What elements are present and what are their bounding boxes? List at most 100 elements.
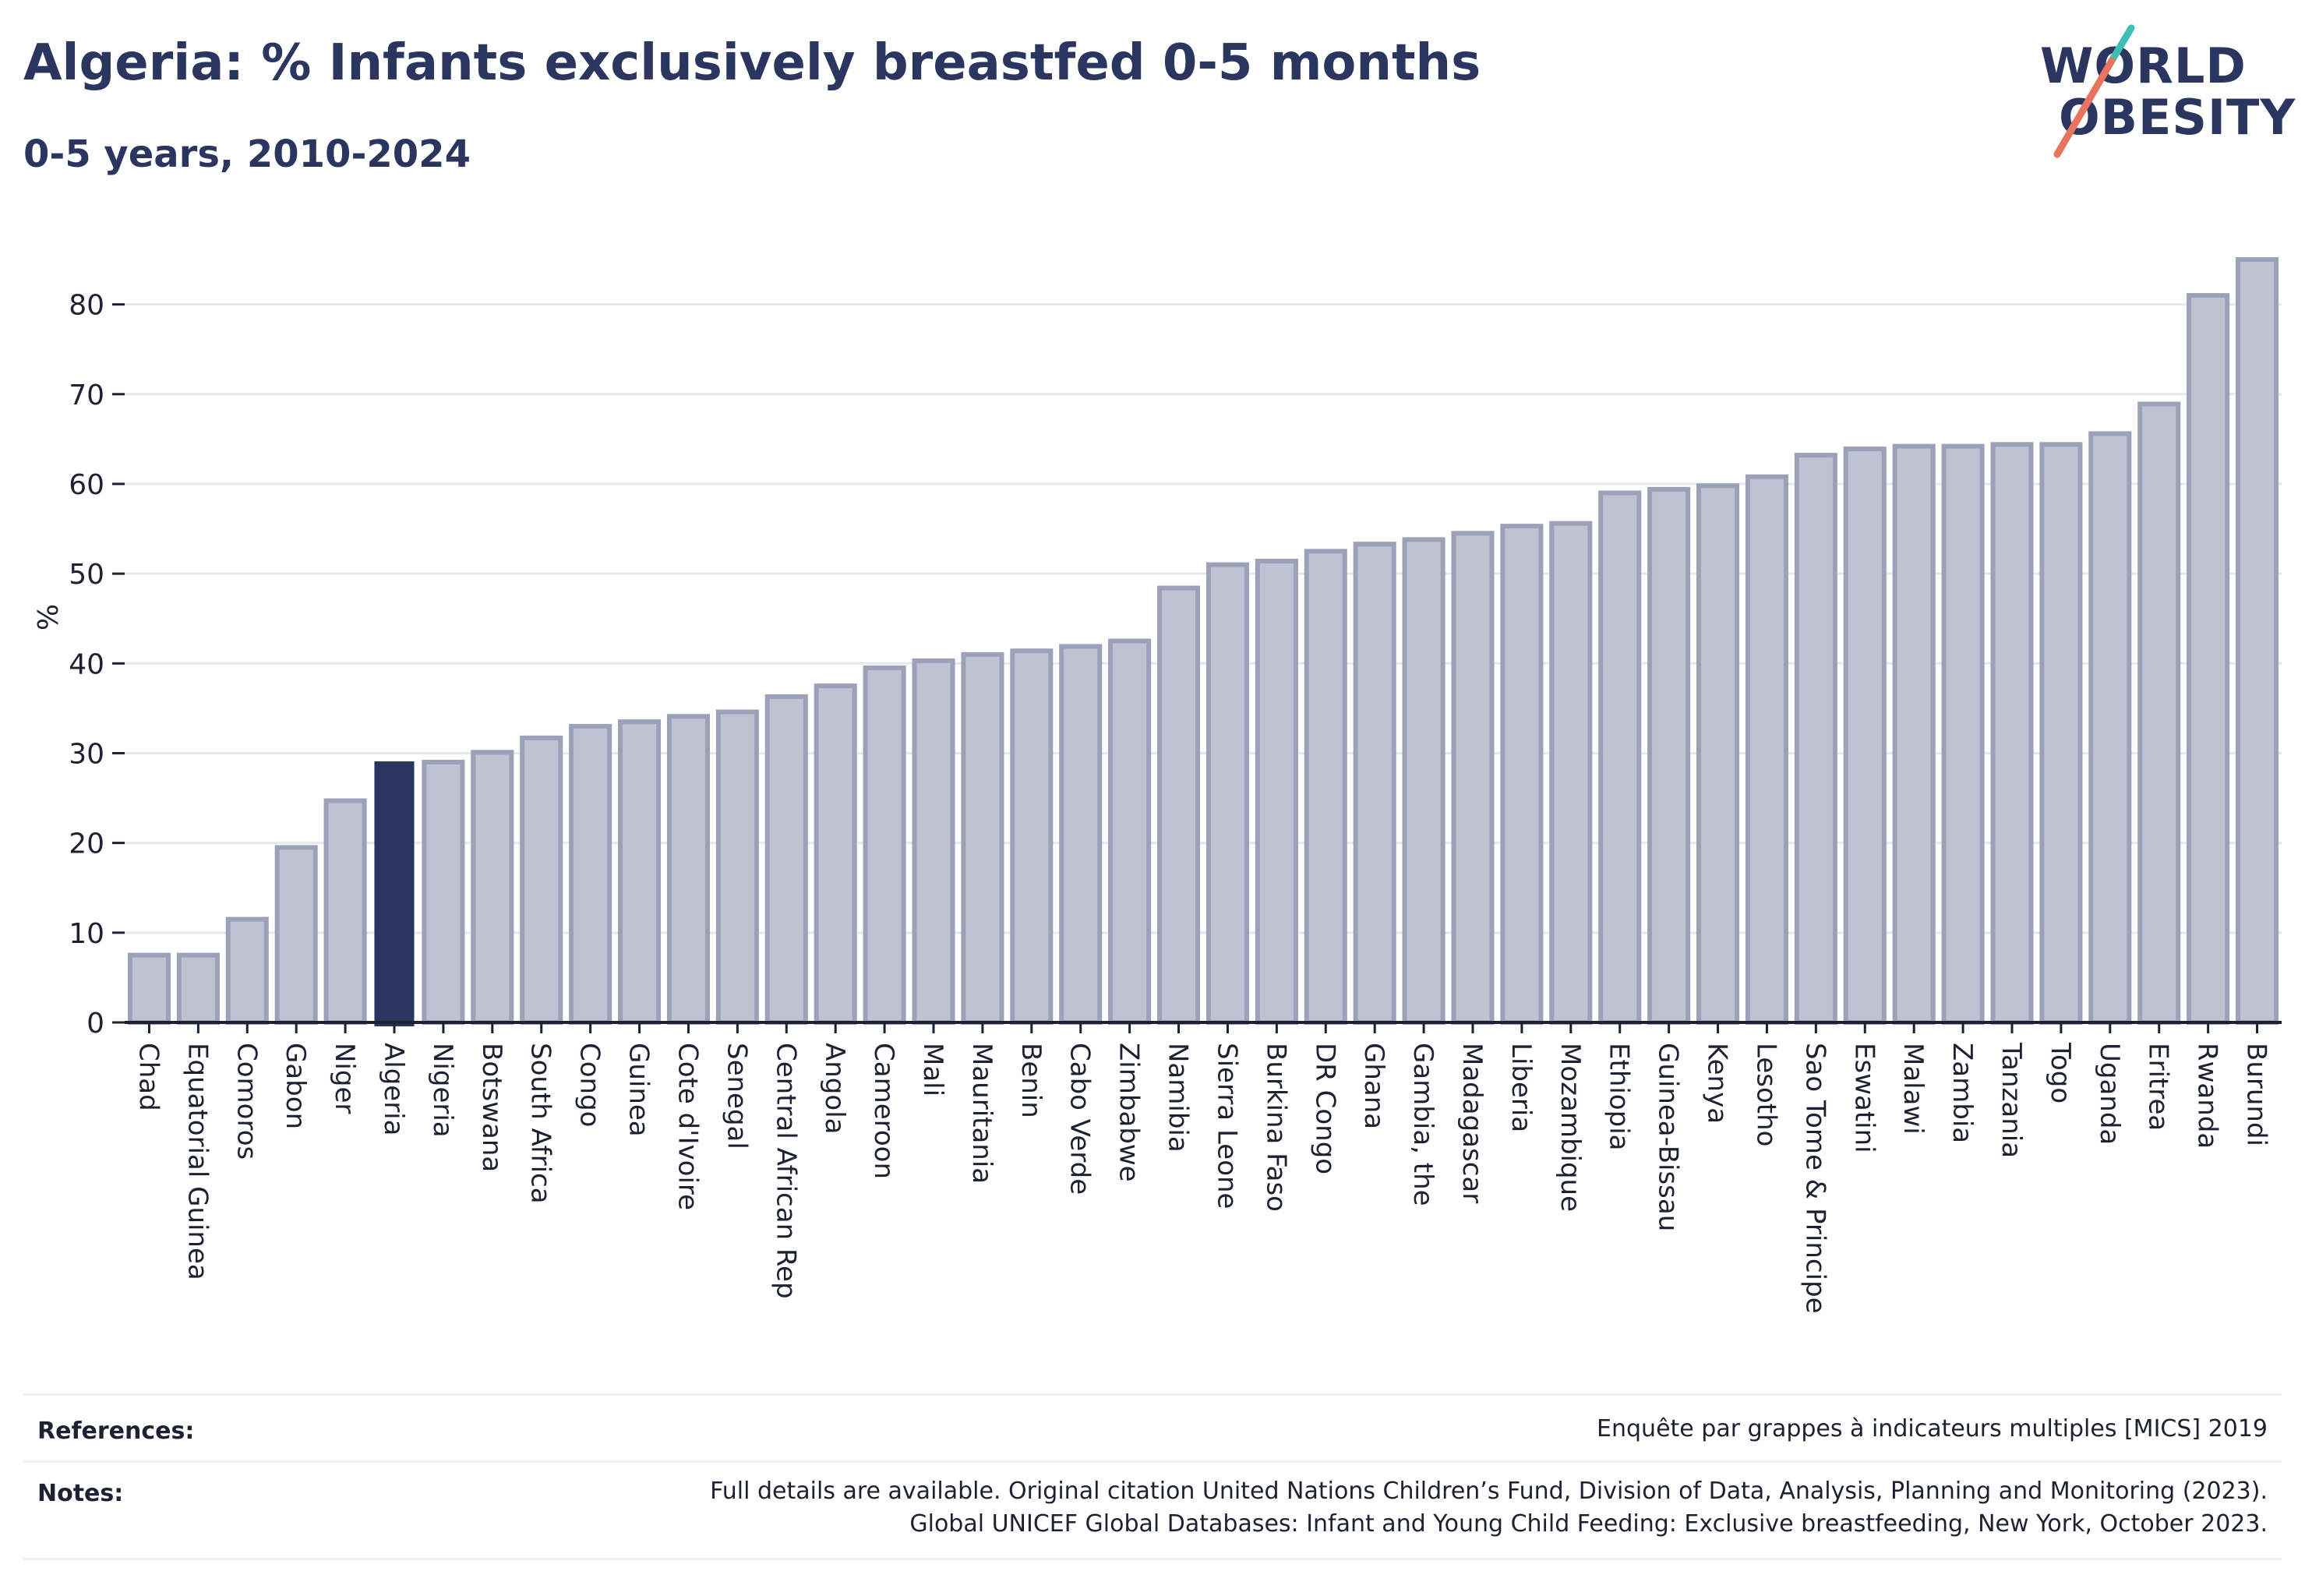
x-tick-label: Burundi [2241,1043,2272,1146]
bar [666,714,710,1026]
bar-chart: 0 10 20 30 40 50 60 70 80 Chad Equatorial Guinea Co… [33,257,2282,1314]
x-tick-label: Madagascar [1456,1043,1488,1203]
x-tick-label: Liberia [1505,1043,1537,1132]
bar [1990,442,2034,1025]
bar [2039,442,2083,1025]
x-tick-label: Uganda [2094,1043,2125,1145]
x-tick-label: Namibia [1163,1043,1194,1153]
x-tick-label: Mali [917,1043,948,1096]
chart-subtitle: 0-5 years, 2010-2024 [23,132,471,176]
bar [1941,443,1985,1025]
x-tick-label: Cote d'Ivoire [672,1043,703,1210]
x-tick-label: Sao Tome & Principe [1799,1043,1830,1314]
x-tick-label: South Africa [525,1043,556,1204]
y-tick-label: 0 [86,1008,104,1040]
bar [2137,401,2181,1025]
bar [176,952,220,1026]
bar [1353,542,1396,1025]
chart-title: Algeria: % Infants exclusively breastfed… [23,34,1481,92]
y-tick-label: 50 [69,559,104,591]
x-tick-label: Algeria [378,1043,409,1135]
bar [2088,431,2132,1025]
bar [1745,474,1788,1025]
notes-row: Notes: Full details are available. Origi… [23,1460,2282,1560]
bar [471,750,514,1026]
bar [1549,521,1593,1025]
x-tick-label: Angola [819,1043,850,1134]
x-tick-label: Gambia, the [1407,1043,1438,1206]
x-tick-label: Chad [132,1043,164,1111]
x-tick-label: Eritrea [2143,1043,2174,1131]
bar [1598,490,1642,1025]
world-obesity-logo: WORLD OBESITY [2034,23,2295,171]
y-tick-label: 80 [69,290,104,322]
bar [715,709,759,1025]
bar [1696,483,1740,1025]
axes: 0 10 20 30 40 50 60 70 80 Chad Equatorial Guinea Co… [69,290,2282,1314]
bar [764,694,808,1025]
bar [1205,562,1249,1025]
references-label: References: [37,1418,195,1445]
x-tick-label: Cameroon [868,1043,899,1179]
x-tick-label: Burkina Faso [1260,1043,1291,1212]
bar [274,845,318,1026]
bar [1451,531,1495,1025]
x-tick-label: Mauritania [966,1043,997,1184]
bar [2236,257,2279,1025]
x-tick-label: Central African Rep [770,1043,801,1299]
bar [1794,453,1837,1025]
bar [863,666,906,1025]
y-tick-label: 10 [69,918,104,950]
x-tick-label: Togo [2045,1042,2076,1103]
x-tick-label: Zambia [1947,1043,1978,1143]
bar [1255,559,1298,1025]
x-tick-label: Nigeria [427,1043,458,1138]
bar [1157,585,1201,1025]
x-tick-label: Ethiopia [1604,1043,1635,1150]
x-tick-label: Gabon [280,1043,311,1129]
y-tick-label: 40 [69,648,104,680]
x-tick-label: Tanzania [1996,1042,2027,1158]
x-tick-label: Cabo Verde [1064,1043,1096,1195]
bar [814,683,857,1025]
references-row: References: Enquête par grappes à indica… [23,1393,2282,1463]
bar [2187,293,2230,1025]
x-tick-label: Comoros [231,1043,262,1160]
logo-slash-icon [2053,24,2135,158]
x-tick-label: Lesotho [1750,1043,1781,1146]
y-tick-label: 30 [69,738,104,770]
x-tick-label: Equatorial Guinea [182,1043,213,1280]
bar [1892,443,1936,1025]
logo-text-line1: WORLD [2040,37,2247,94]
x-tick-label: DR Congo [1309,1043,1340,1174]
x-tick-label: Niger [329,1043,360,1114]
bar [1647,486,1691,1025]
bar [1843,447,1887,1025]
x-tick-label: Guinea-Bissau [1653,1043,1684,1231]
bars [127,257,2279,1026]
notes-line-2: Global UNICEF Global Databases: Infant a… [909,1510,2268,1538]
notes-line-1: Full details are available. Original cit… [710,1478,2268,1505]
bar [618,719,662,1025]
x-tick-label: Senegal [721,1043,752,1149]
logo-text-line2: OBESITY [2059,89,2296,146]
bar [520,735,563,1025]
bar [569,723,612,1025]
bar [1304,549,1347,1025]
x-tick-label: Malawi [1897,1043,1929,1135]
y-tick-label: 70 [69,380,104,411]
notes-label: Notes: [37,1480,124,1507]
bar [422,760,465,1025]
x-tick-label: Ghana [1358,1043,1389,1129]
bar [225,916,269,1026]
y-tick-label: 60 [69,469,104,501]
bar-highlighted [374,761,415,1026]
bar [1059,644,1103,1026]
y-axis-label: % [33,604,65,630]
bar [1500,524,1544,1025]
x-tick-label: Mozambique [1555,1043,1586,1212]
x-tick-label: Rwanda [2192,1043,2223,1149]
bar [323,798,367,1026]
bar [1010,648,1054,1025]
x-tick-label: Kenya [1702,1043,1733,1124]
